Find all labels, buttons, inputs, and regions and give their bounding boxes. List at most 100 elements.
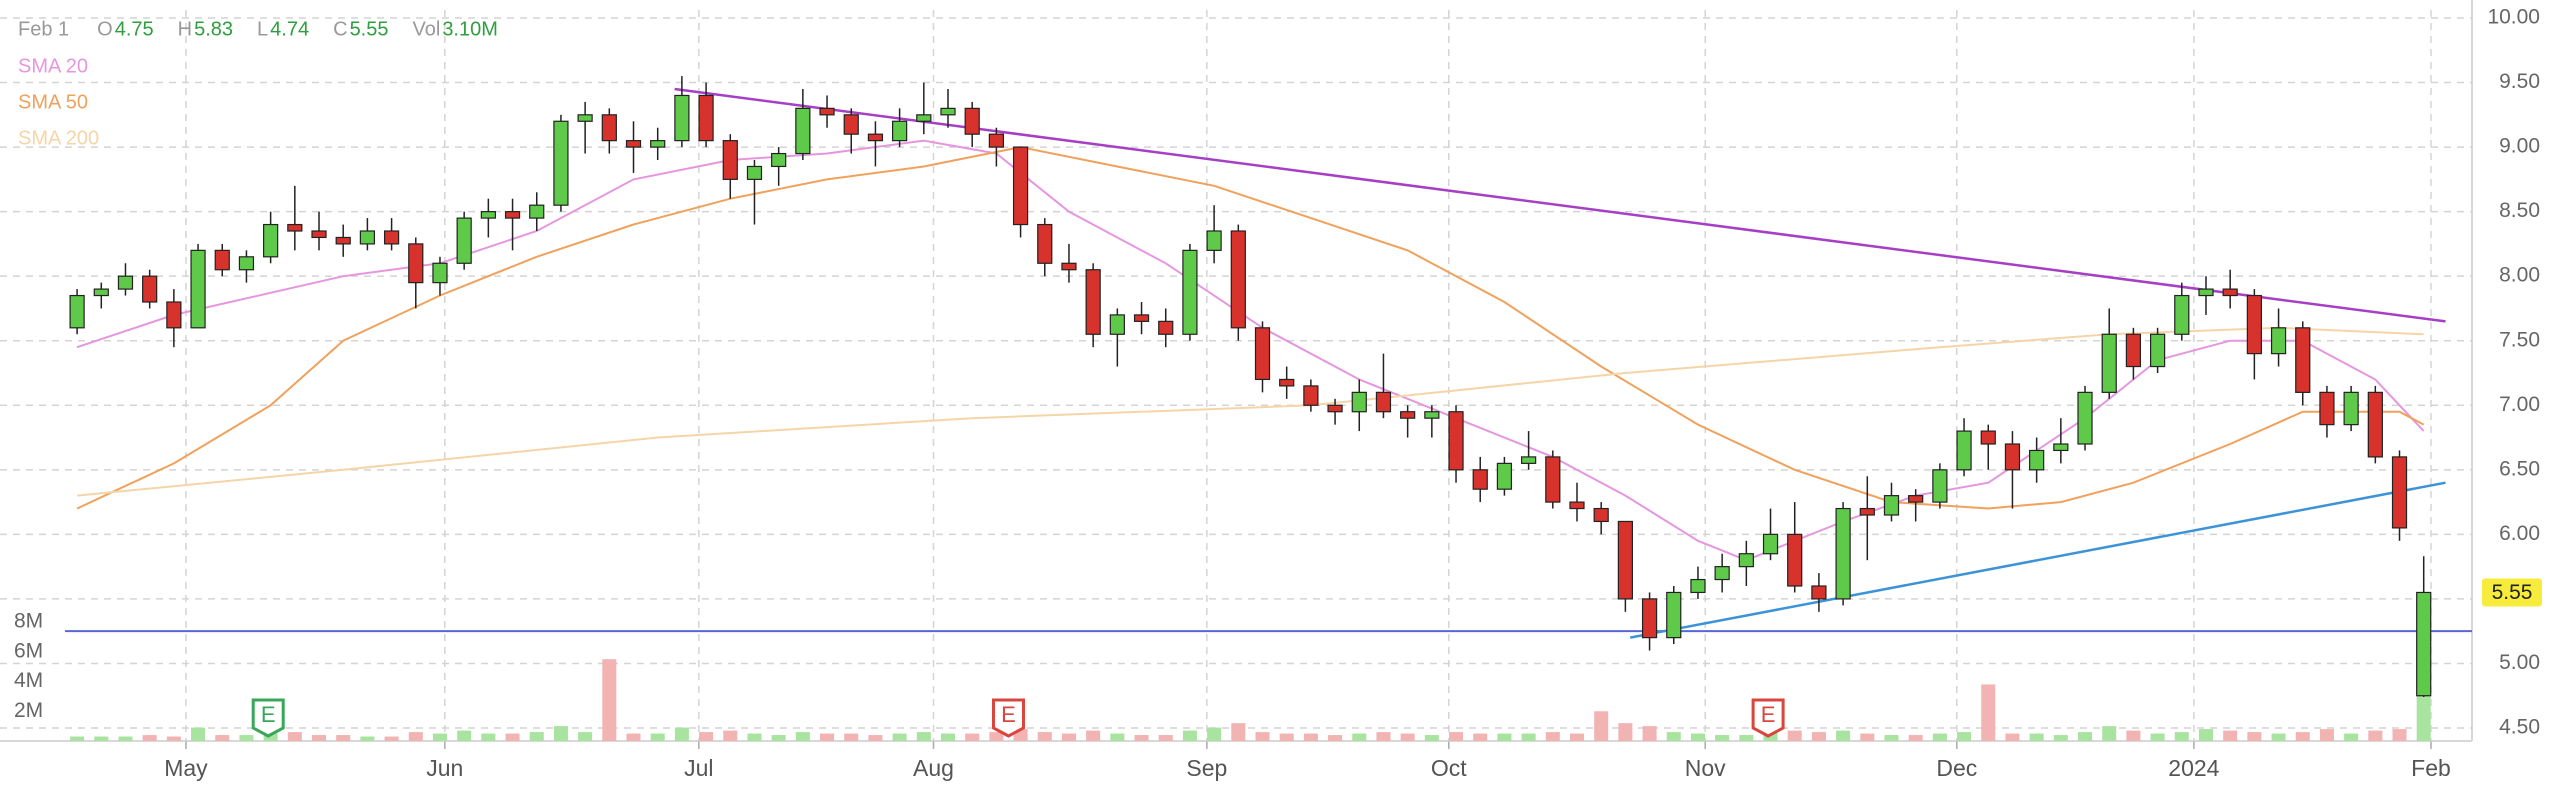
y-tick-label: 8.50 — [2499, 199, 2540, 222]
candle-body — [1133, 314, 1150, 322]
volume-bar — [1497, 733, 1512, 741]
volume-bar — [602, 659, 617, 741]
candle-body — [263, 223, 279, 258]
candle-body — [1448, 411, 1464, 471]
candle-body — [359, 230, 376, 245]
candle-body — [1400, 411, 1416, 419]
volume-bar — [1207, 727, 1222, 741]
volume-bar — [1787, 730, 1802, 741]
volume-bar — [1860, 733, 1875, 741]
candle-body — [746, 165, 763, 180]
y-tick-label: 9.50 — [2499, 70, 2540, 93]
volume-bar — [650, 733, 665, 741]
volume-bar — [1473, 733, 1488, 741]
volume-bar — [868, 735, 883, 741]
volume-bar — [1303, 733, 1318, 741]
volume-bar — [2078, 732, 2093, 741]
x-tick-label: Aug — [913, 755, 954, 781]
candle-body — [2125, 333, 2142, 368]
trend-line — [1629, 481, 2446, 639]
volume-tick-label: 8M — [14, 610, 43, 633]
candle-body — [988, 133, 1005, 148]
header-value: 5.55 — [350, 18, 389, 40]
x-tick-label: Dec — [1936, 755, 1977, 781]
candle-body — [1230, 230, 1246, 329]
volume-bar — [360, 736, 375, 741]
volume-bar — [699, 732, 714, 741]
volume-bar — [626, 733, 641, 741]
candle-body — [1690, 578, 1706, 594]
volume-bar — [1957, 732, 1972, 741]
candle-body — [2295, 327, 2311, 393]
volume-bar — [1352, 733, 1367, 741]
volume-bar — [457, 730, 472, 741]
candle-body — [1520, 456, 1537, 464]
header-label: Vol — [413, 18, 441, 40]
candle-body — [1545, 456, 1561, 503]
volume-bar — [1328, 735, 1343, 741]
last-price-box — [2482, 578, 2542, 607]
candle-body — [553, 120, 569, 206]
candle-body — [1617, 520, 1633, 600]
volume-bar — [747, 733, 762, 741]
volume-bar — [1013, 729, 1028, 741]
volume-bar — [844, 733, 859, 741]
volume-bar — [771, 735, 786, 741]
volume-bar — [191, 727, 206, 741]
candle-body — [867, 133, 884, 142]
candle-body — [1932, 469, 1948, 503]
candle-body — [2174, 294, 2190, 335]
candle-body — [1109, 314, 1125, 335]
candle-body — [190, 249, 206, 329]
volume-bar — [215, 735, 230, 741]
volume-bar — [1545, 732, 1560, 741]
volume-bar — [2295, 732, 2310, 741]
candle-body — [722, 140, 738, 180]
earnings-marker[interactable] — [1751, 698, 1785, 738]
volume-bar — [553, 726, 568, 741]
volume-bar — [916, 732, 931, 741]
candle-body — [2077, 391, 2093, 445]
volume-bar — [1836, 730, 1851, 741]
earnings-marker[interactable] — [991, 698, 1025, 738]
y-tick-label: 10.00 — [2487, 6, 2540, 29]
volume-bar — [2126, 730, 2141, 741]
header-label: C — [333, 18, 347, 40]
candle-body — [1472, 469, 1488, 490]
x-tick-label: Feb — [2411, 755, 2451, 781]
header-value: 4.74 — [270, 18, 309, 40]
volume-bar — [2198, 729, 2214, 741]
volume-bar — [1739, 735, 1754, 741]
header-label: H — [178, 18, 192, 40]
candle-body — [2198, 288, 2214, 297]
volume-bar — [2271, 733, 2286, 741]
volume-bar — [1932, 733, 1947, 741]
volume-bar — [118, 736, 133, 741]
candle-body — [1762, 533, 1779, 555]
volume-bar — [2392, 729, 2407, 741]
header-value: 4.75 — [115, 18, 154, 40]
volume-bar — [2368, 730, 2383, 741]
candle-body — [1037, 223, 1053, 264]
earnings-label: E — [1001, 702, 1016, 727]
candle-body — [142, 275, 158, 303]
volume-bar — [1279, 733, 1294, 741]
volume-bar — [1110, 733, 1125, 741]
volume-tick-label: 6M — [14, 639, 43, 662]
volume-bar — [263, 733, 278, 741]
candle-body — [2270, 327, 2287, 355]
candle-body — [1375, 391, 1392, 413]
candle-body — [2367, 391, 2383, 458]
candle-body — [1666, 591, 1682, 639]
earnings-marker[interactable] — [251, 698, 285, 738]
candle-body — [1593, 507, 1609, 523]
x-tick-label: Nov — [1685, 755, 1726, 781]
legend-entry: SMA 200 — [18, 127, 99, 149]
candle-body — [1496, 462, 1513, 490]
volume-bar — [2174, 732, 2189, 741]
candle-body — [1254, 327, 1271, 381]
header-date: Feb 1 — [18, 18, 69, 40]
sma-line — [77, 326, 2424, 497]
candle-body — [1714, 566, 1730, 581]
volume-bar — [1908, 735, 1923, 741]
